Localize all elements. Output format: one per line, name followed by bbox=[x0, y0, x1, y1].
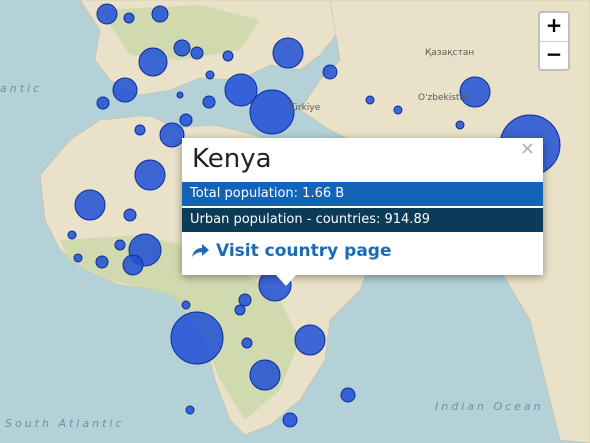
map-label: antic bbox=[0, 82, 42, 95]
country-bubble[interactable] bbox=[134, 124, 146, 136]
country-bubble[interactable] bbox=[138, 47, 168, 77]
country-bubble[interactable] bbox=[134, 159, 166, 191]
popup-title: Kenya bbox=[192, 144, 272, 174]
visit-link[interactable]: Visit country page bbox=[190, 241, 392, 261]
map-label: Indian Ocean bbox=[435, 400, 544, 413]
close-button[interactable]: × bbox=[519, 138, 535, 159]
country-bubble[interactable] bbox=[205, 70, 215, 80]
country-bubble[interactable] bbox=[151, 5, 169, 23]
country-bubble[interactable] bbox=[96, 96, 110, 110]
country-bubble[interactable] bbox=[190, 46, 204, 60]
country-bubble[interactable] bbox=[114, 239, 126, 251]
country-bubble[interactable] bbox=[159, 122, 185, 148]
arrow-icon bbox=[192, 244, 209, 257]
map-label: O'zbekiston bbox=[418, 93, 471, 103]
country-bubble[interactable] bbox=[224, 73, 258, 107]
country-bubble[interactable] bbox=[67, 230, 77, 240]
country-bubble[interactable] bbox=[282, 412, 298, 428]
country-bubble[interactable] bbox=[393, 105, 403, 115]
popup-tip bbox=[276, 275, 296, 286]
country-bubble[interactable] bbox=[179, 113, 193, 127]
country-bubble[interactable] bbox=[234, 304, 246, 316]
country-bubble[interactable] bbox=[122, 254, 144, 276]
country-bubble[interactable] bbox=[123, 208, 137, 222]
zoom-control: + − bbox=[538, 11, 570, 71]
country-bubble[interactable] bbox=[249, 89, 295, 135]
country-bubble[interactable] bbox=[173, 39, 191, 57]
country-bubble[interactable] bbox=[170, 311, 224, 365]
country-bubble[interactable] bbox=[123, 12, 135, 24]
country-bubble[interactable] bbox=[294, 324, 326, 356]
country-bubble[interactable] bbox=[272, 37, 304, 69]
country-bubble[interactable] bbox=[459, 76, 491, 108]
country-bubble[interactable] bbox=[238, 293, 252, 307]
mediterranean bbox=[100, 95, 270, 125]
map-label: Türkiye bbox=[287, 103, 321, 113]
country-bubble[interactable] bbox=[222, 50, 234, 62]
country-bubble[interactable] bbox=[322, 64, 338, 80]
zoom-in[interactable]: + bbox=[540, 13, 568, 42]
country-bubble[interactable] bbox=[249, 359, 281, 391]
total-population: Total population: 1.66 B bbox=[182, 182, 543, 206]
country-bubble[interactable] bbox=[181, 300, 191, 310]
country-bubble[interactable] bbox=[340, 387, 356, 403]
vegetation bbox=[60, 5, 300, 420]
country-bubble[interactable] bbox=[73, 253, 83, 263]
country-bubble[interactable] bbox=[202, 95, 216, 109]
country-bubble[interactable] bbox=[176, 91, 184, 99]
country-bubble[interactable] bbox=[185, 405, 195, 415]
country-bubble[interactable] bbox=[365, 95, 375, 105]
popup: Kenya × Total population: 1.66 B Urban p… bbox=[182, 138, 543, 275]
country-bubble[interactable] bbox=[112, 77, 138, 103]
map-label: South Atlantic bbox=[5, 417, 125, 430]
country-bubble[interactable] bbox=[95, 255, 109, 269]
country-bubble[interactable] bbox=[74, 189, 106, 221]
urban-population: Urban population - countries: 914.89 bbox=[182, 208, 543, 232]
map-label: Қазақстан bbox=[425, 48, 474, 58]
link-text[interactable]: Visit country page bbox=[216, 241, 392, 261]
country-bubble[interactable] bbox=[241, 337, 253, 349]
country-bubble[interactable] bbox=[96, 3, 118, 25]
zoom-out[interactable]: − bbox=[545, 42, 563, 66]
country-bubble[interactable] bbox=[455, 120, 465, 130]
